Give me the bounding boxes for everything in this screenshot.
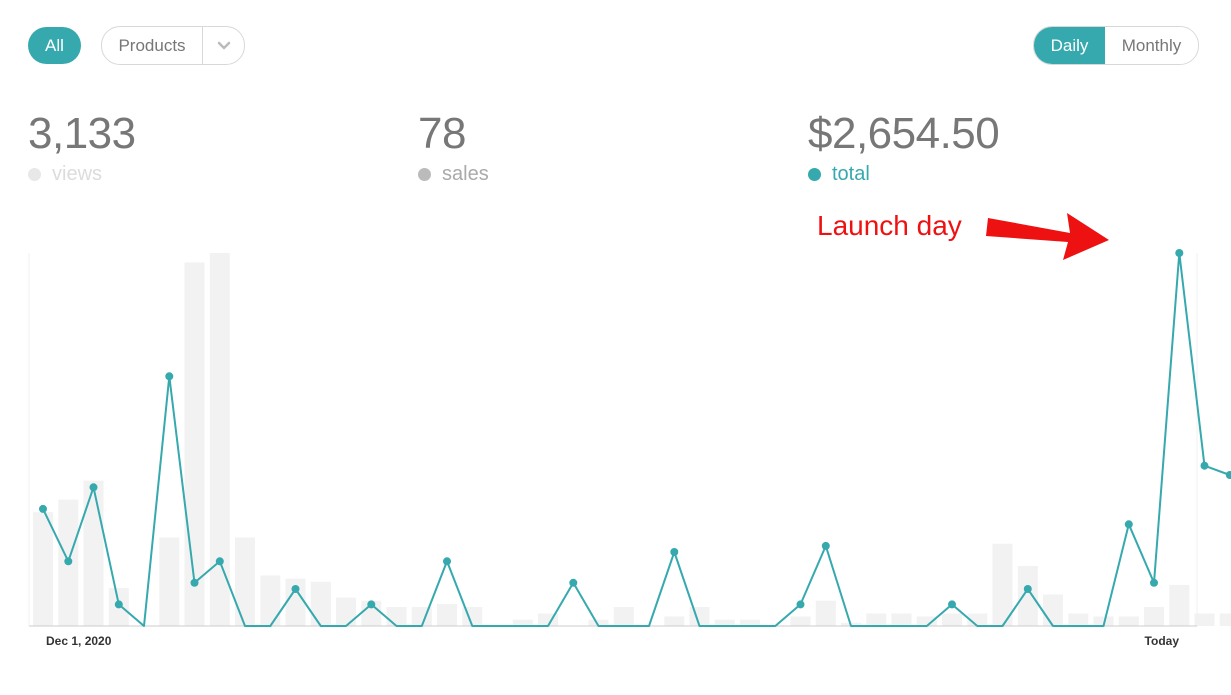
views-bar (1169, 584, 1190, 626)
views-bars (33, 253, 1231, 626)
monthly-button[interactable]: Monthly (1105, 27, 1198, 64)
views-bar (361, 600, 382, 626)
x-start-label: Dec 1, 2020 (46, 634, 112, 648)
total-point[interactable] (569, 578, 578, 587)
views-bar (916, 616, 937, 626)
total-value: $2,654.50 (808, 109, 1000, 158)
total-line (42, 252, 1231, 627)
total-point[interactable] (165, 372, 174, 381)
views-bar (1043, 594, 1063, 626)
views-bar (260, 575, 281, 626)
total-point[interactable] (670, 548, 679, 556)
views-bar (386, 607, 407, 626)
total-label: total (832, 163, 870, 185)
views-bar (1093, 616, 1114, 626)
views-bar (209, 253, 230, 626)
views-bar (1118, 616, 1139, 626)
views-bar (942, 613, 962, 626)
views-bar (83, 480, 104, 626)
total-point[interactable] (1200, 461, 1209, 470)
sales-legend-dot (418, 168, 431, 181)
views-bar (992, 543, 1013, 626)
views-bar (285, 578, 306, 626)
total-point[interactable] (443, 557, 451, 566)
chevron-down-icon[interactable] (203, 41, 244, 51)
total-point[interactable] (1124, 520, 1133, 529)
views-bar (512, 619, 533, 626)
period-toggle: Daily Monthly (1033, 26, 1199, 65)
arrow-icon (986, 213, 1109, 260)
total-point[interactable] (215, 557, 224, 566)
total-point[interactable] (367, 600, 376, 609)
views-bar (1017, 565, 1038, 626)
total-legend[interactable]: total (808, 163, 999, 186)
total-line-series (39, 249, 1231, 627)
sales-legend[interactable]: sales (418, 163, 489, 186)
views-bar (336, 597, 356, 626)
total-point[interactable] (1023, 585, 1032, 593)
views-bar (1068, 613, 1089, 626)
views-bar (790, 616, 811, 626)
views-bar (664, 616, 685, 626)
views-legend[interactable]: views (28, 163, 136, 186)
views-bar (866, 613, 887, 626)
views-bar (891, 613, 912, 626)
views-bar (235, 537, 255, 626)
views-bar (310, 581, 331, 626)
launch-day-annotation: Launch day (817, 210, 962, 241)
views-bar (159, 537, 180, 626)
total-point[interactable] (796, 600, 805, 609)
total-point[interactable] (291, 585, 300, 593)
sales-label: sales (442, 163, 489, 185)
views-bar (1219, 613, 1231, 626)
views-bar (1194, 613, 1215, 626)
total-point[interactable] (948, 600, 956, 609)
total-point[interactable] (190, 578, 199, 587)
total-legend-dot (808, 168, 821, 181)
products-dropdown-label: Products (118, 35, 186, 55)
total-point[interactable] (114, 600, 123, 609)
views-bar (740, 619, 760, 626)
total-stat: $2,654.50 total (808, 109, 1000, 186)
views-bar (714, 619, 735, 626)
views-bar (33, 512, 53, 626)
x-end-label: Today (1145, 634, 1180, 648)
total-point[interactable] (821, 541, 830, 550)
views-bar (588, 619, 609, 626)
dropdown-divider (202, 27, 203, 64)
all-filter-button[interactable]: All (28, 27, 81, 64)
views-bar (613, 607, 634, 626)
views-stat: 3,133 views (28, 110, 136, 186)
total-point[interactable] (89, 483, 98, 492)
daily-button[interactable]: Daily (1034, 27, 1105, 64)
sales-value: 78 (418, 109, 466, 158)
total-point[interactable] (1150, 578, 1158, 587)
views-bar (1144, 607, 1164, 626)
sales-stat: 78 sales (418, 110, 489, 186)
views-bar (437, 603, 457, 626)
views-legend-dot (28, 168, 41, 181)
total-point[interactable] (1175, 249, 1184, 257)
products-dropdown[interactable]: Products (101, 26, 245, 65)
views-value: 3,133 (28, 109, 136, 158)
views-bar (184, 262, 205, 626)
total-point[interactable] (39, 504, 47, 513)
views-bar (815, 600, 836, 626)
total-point[interactable] (64, 557, 73, 566)
views-label: views (52, 163, 103, 185)
total-point[interactable] (1225, 471, 1231, 479)
